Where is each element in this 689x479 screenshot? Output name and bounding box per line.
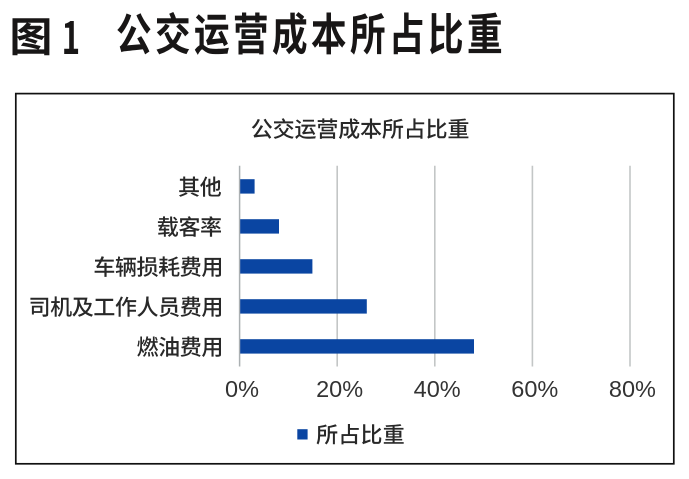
svg-text:40%: 40% <box>414 376 461 402</box>
svg-text:60%: 60% <box>511 376 558 402</box>
svg-text:0%: 0% <box>225 376 259 402</box>
svg-text:80%: 80% <box>609 376 656 402</box>
svg-text:20%: 20% <box>316 376 363 402</box>
